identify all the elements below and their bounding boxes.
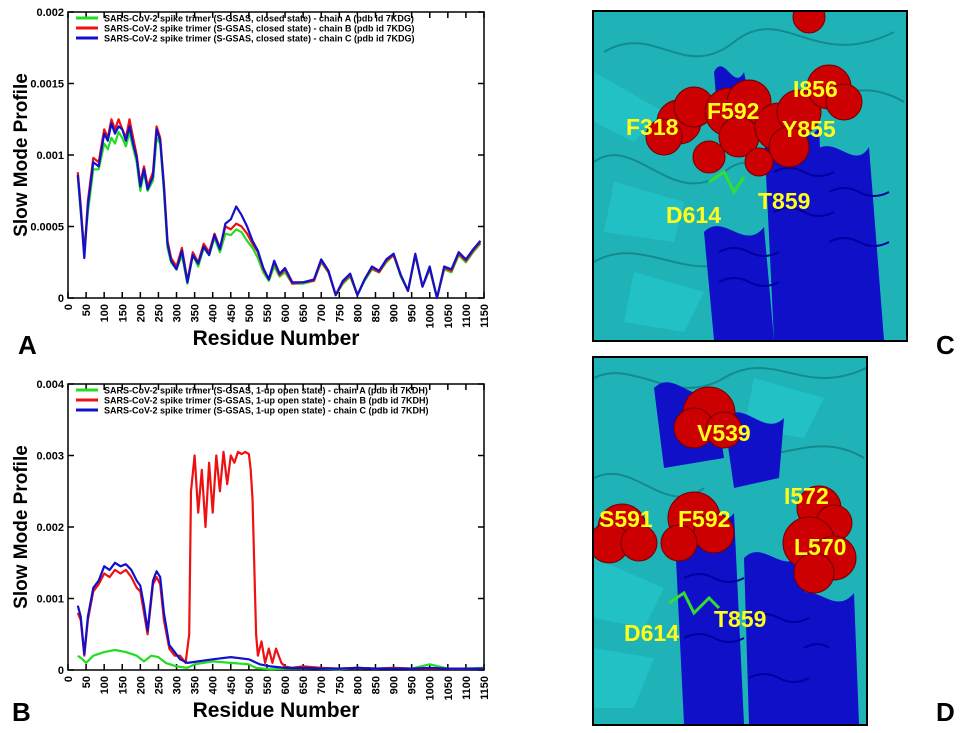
chart-a-xtick-label: 1150 [479,304,491,328]
chart-a-xtick-label: 350 [190,304,202,322]
chart-a-xtick-label: 850 [370,304,382,322]
chart-a-xtick-label: 400 [208,304,220,322]
chart-b-legend-entry: SARS-CoV-2 spike trimer (S-GSAS, 1-up op… [104,406,429,416]
residue-label: L570 [794,534,847,560]
chart-b-xtick-label: 150 [117,676,129,694]
panel-letter-d: D [936,697,955,727]
chart-a: 0 0.0005 0.001 0.0015 0.002 0 50 100 150 200 250 30… [11,7,491,345]
chart-b-xtick-label: 400 [208,676,220,694]
chart-b-xtick-label: 1050 [443,676,455,700]
chart-b-xtick-label: 0 [63,676,75,682]
chart-b-xtick-label: 650 [298,676,310,694]
chart-b-ytick-label: 0 [58,665,64,677]
structure-d-render [594,358,866,724]
chart-a-xtick-label: 950 [407,304,419,322]
chart-a-xtick-label: 650 [298,304,310,322]
residue-label: F592 [678,506,731,532]
chart-b-xlabel: Residue Number [193,699,360,717]
residue-label: V539 [697,420,751,446]
chart-b-xtick-label: 750 [334,676,346,694]
structure-panel-c: F318 F592 I856 Y855 D614 T859 [592,10,908,342]
chart-b-xtick-label: 250 [153,676,165,694]
chart-a-xtick-label: 500 [244,304,256,322]
chart-b-xtick-label: 300 [172,676,184,694]
chart-a-xtick-label: 300 [172,304,184,322]
chart-a-ytick-label: 0 [58,293,64,305]
chart-b-xtick-label: 700 [316,676,328,694]
residue-label: I856 [793,76,838,102]
chart-a-ytick-label: 0.002 [36,7,64,19]
chart-b-xtick-label: 500 [244,676,256,694]
chart-b-series-line-3 [76,561,483,670]
chart-a-xtick-label: 550 [262,304,274,322]
chart-b-xtick-label: 100 [99,676,111,694]
chart-a-xtick-label: 100 [99,304,111,322]
chart-a-xtick-label: 600 [280,304,292,322]
residue-label: I572 [784,483,829,509]
chart-a-xtick-label: 800 [352,304,364,322]
chart-a-xtick-label: 900 [389,304,401,322]
panel-letter-b: B [12,697,31,727]
chart-a-ylabel: Slow Mode Profile [11,73,32,237]
residue-label: Y855 [782,116,836,142]
chart-b-xtick-label: 350 [190,676,202,694]
chart-b-xtick-label: 1150 [479,676,491,700]
residue-label: F592 [707,98,760,124]
chart-b-xtick-label: 50 [81,676,93,688]
residue-label: D614 [666,202,721,228]
chart-b-xtick-label: 850 [370,676,382,694]
chart-b-ytick-label: 0.001 [36,594,64,606]
chart-a-ytick-label: 0.0005 [30,222,64,234]
chart-a-xtick-label: 700 [316,304,328,322]
panel-letter-a: A [18,330,37,360]
chart-a-xtick-label: 1050 [443,304,455,328]
panel-letter-c: C [936,330,955,360]
chart-a-xlabel: Residue Number [193,327,360,345]
chart-a-series-line-3 [76,122,482,300]
chart-b-xtick-label: 950 [407,676,419,694]
chart-b-xtick-label: 900 [389,676,401,694]
chart-b-xtick-label: 200 [135,676,147,694]
residue-label: T859 [758,188,811,214]
chart-b-xtick-label: 1000 [425,676,437,700]
residue-spheres-d [594,386,857,594]
chart-a-xtick-label: 200 [135,304,147,322]
chart-b-ytick-label: 0.002 [36,522,64,534]
chart-b-ylabel: Slow Mode Profile [11,445,32,609]
chart-a-xtick-label: 150 [117,304,129,322]
chart-b-xtick-label: 1100 [461,676,473,700]
chart-b-series-line-2 [76,450,483,670]
chart-a-plot-frame [67,11,485,299]
chart-b-xtick-label: 600 [280,676,292,694]
chart-b-xtick-label: 800 [352,676,364,694]
chart-a-xtick-label: 1000 [425,304,437,328]
residue-label: T859 [714,606,767,632]
residue-label: D614 [624,620,679,646]
chart-a-ytick-label: 0.001 [36,150,64,162]
chart-a-legend-entry: SARS-CoV-2 spike trimer (S-GSAS, closed … [104,14,414,24]
chart-b-legend-entry: SARS-CoV-2 spike trimer (S-GSAS, 1-up op… [104,386,428,396]
chart-a-xtick-label: 750 [334,304,346,322]
chart-b-xtick-label: 450 [226,676,238,694]
residue-label: F318 [626,114,679,140]
chart-a-ytick-label: 0.0015 [30,79,64,91]
chart-a-xtick-label: 0 [63,304,75,310]
chart-a-xtick-label: 250 [153,304,165,322]
structure-c-render [594,12,906,340]
chart-b-legend-entry: SARS-CoV-2 spike trimer (S-GSAS, 1-up op… [104,396,429,406]
chart-b-xtick-label: 550 [262,676,274,694]
residue-label: S591 [599,506,653,532]
chart-b-ytick-label: 0.004 [36,379,64,391]
chart-a-xtick-label: 50 [81,304,93,316]
chart-b-ytick-label: 0.003 [36,451,64,463]
chart-a-legend-entry: SARS-CoV-2 spike trimer (S-GSAS, closed … [104,34,415,44]
chart-b: 0 0.001 0.002 0.003 0.004 0 50 100 150 200 250 300 3… [11,379,491,717]
chart-a-xtick-label: 1100 [461,304,473,328]
chart-a-xtick-label: 450 [226,304,238,322]
residue-spheres-c [645,12,863,177]
structure-panel-d: V539 S591 F592 I572 L570 D614 T859 [592,356,868,726]
chart-b-plot-frame [67,383,485,671]
chart-a-legend-entry: SARS-CoV-2 spike trimer (S-GSAS, closed … [104,24,415,34]
